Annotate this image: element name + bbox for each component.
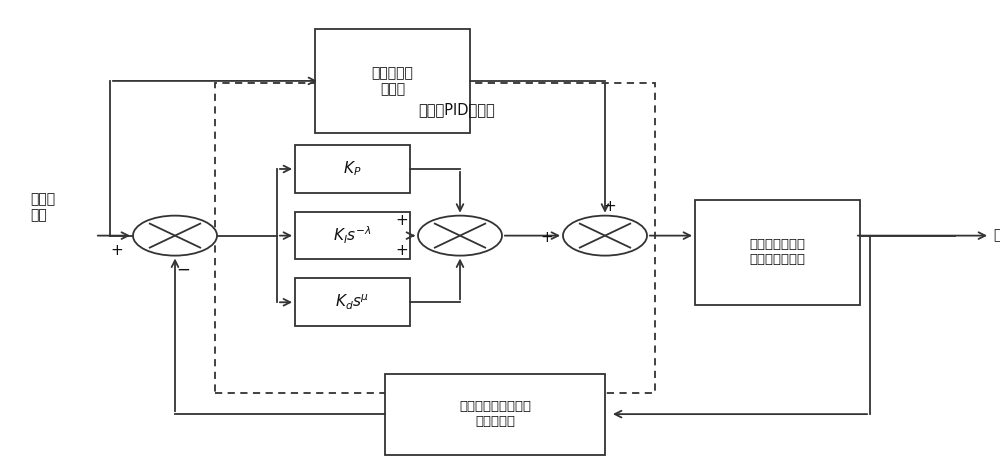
Text: $K_I s^{-\lambda}$: $K_I s^{-\lambda}$ [333, 225, 372, 246]
Text: +: + [111, 243, 123, 258]
Text: +: + [396, 243, 408, 258]
Text: +: + [541, 230, 553, 246]
Bar [215, 83, 655, 393]
Text: $K_P$: $K_P$ [343, 159, 362, 178]
Circle shape [418, 216, 502, 256]
Text: 丝杆预紧力测控
装置（致动器）: 丝杆预紧力测控 装置（致动器） [750, 238, 806, 266]
Text: 前馈逆补偿
控制器: 前馈逆补偿 控制器 [372, 66, 413, 96]
Bar [295, 278, 410, 326]
Bar [695, 200, 860, 305]
Text: 输出力: 输出力 [993, 228, 1000, 243]
Bar [315, 29, 470, 133]
Text: 丝杆预紧力测控装置
（传感器）: 丝杆预紧力测控装置 （传感器） [459, 400, 531, 428]
Bar [295, 145, 410, 193]
Bar [385, 374, 605, 455]
Circle shape [563, 216, 647, 256]
Bar [295, 212, 410, 259]
Text: +: + [396, 213, 408, 228]
Text: 分数阶PID控制器: 分数阶PID控制器 [419, 102, 495, 117]
Text: 目标预
紧力: 目标预 紧力 [30, 192, 55, 222]
Text: $K_d s^{\mu}$: $K_d s^{\mu}$ [335, 293, 370, 312]
Circle shape [133, 216, 217, 256]
Text: −: − [176, 261, 190, 279]
Text: +: + [604, 198, 616, 214]
